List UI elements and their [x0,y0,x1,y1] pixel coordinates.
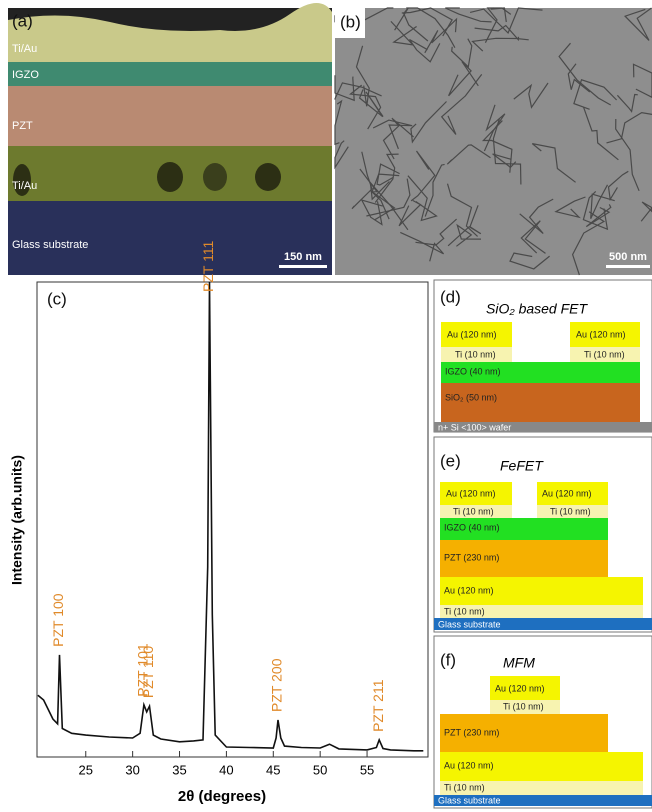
void [255,163,281,191]
x-tick-label: 40 [219,762,233,777]
panel-d: (d) SiO₂ based FET Au (120 nm) Ti (10 nm… [434,280,652,432]
x-tick-label: 50 [313,762,327,777]
layer-label: IGZO (40 nm) [445,366,501,376]
scale-bar [606,265,650,268]
x-tick-label: 35 [172,762,186,777]
void [203,163,227,191]
peak-label: PZT 211 [370,679,386,732]
layer-label: IGZO (40 nm) [444,522,500,532]
panel-label: (b) [340,12,361,31]
layer-label: Ti/Au [12,43,37,55]
void [157,162,183,192]
layer-label: Glass substrate [438,795,501,805]
xrd-chart: (c) 2θ (degrees) Intensity (arb.units) 2… [9,240,428,805]
layer-label: Au (120 nm) [446,488,496,498]
panel-label: (c) [47,289,67,308]
layer-label: n+ Si <100> wafer [438,422,511,432]
panel-title: MFM [503,655,535,671]
layer-label: Ti/Au [12,180,37,192]
panel-label: (e) [440,451,461,470]
layer [8,86,332,146]
layer-label: PZT (230 nm) [444,727,499,737]
layer-label: Ti (10 nm) [453,506,494,516]
layer-label: Ti (10 nm) [584,349,625,359]
x-tick-label: 25 [79,762,93,777]
layer [441,383,640,422]
panel-label: (d) [440,287,461,306]
layer-label: Au (120 nm) [495,683,545,693]
layer-label: Ti (10 nm) [455,349,496,359]
x-tick-label: 55 [360,762,374,777]
panel-b: (b) 500 nm [335,8,652,275]
peak-label: PZT 110 [140,646,156,699]
peak-label: PZT 100 [50,593,66,647]
x-tick-label: 45 [266,762,280,777]
scale-bar-label: 500 nm [609,251,647,263]
peak-label: PZT 200 [269,658,285,712]
layer-label: IGZO [12,69,39,81]
layer-label: Ti (10 nm) [503,701,544,711]
layer-label: Au (120 nm) [444,585,494,595]
panel-title: SiO₂ based FET [486,301,588,317]
scale-bar-label: 150 nm [284,251,322,263]
x-tick-label: 30 [125,762,139,777]
panel-label: (a) [12,11,33,30]
layer-label: PZT [12,120,33,132]
layer-label: Au (120 nm) [444,760,494,770]
figure: (a) Ti/Au IGZO PZT Ti/Au Glass substrate… [0,0,652,812]
panel-e: (e) FeFET Au (120 nm) Ti (10 nm) Au (120… [434,437,652,632]
layer-label: Glass substrate [12,239,88,251]
layer-label: Ti (10 nm) [444,782,485,792]
panel-label: (f) [440,650,456,669]
peak-label: PZT 111 [200,240,216,292]
layer-label: Au (120 nm) [447,329,497,339]
layer [8,62,332,86]
y-axis-label: Intensity (arb.units) [9,455,25,585]
layer-label: Au (120 nm) [576,329,626,339]
layer-label: Glass substrate [438,619,501,629]
layer-label: Ti (10 nm) [550,506,591,516]
panel-a: (a) Ti/Au IGZO PZT Ti/Au Glass substrate… [8,3,332,275]
panel-f: (f) MFM Au (120 nm) Ti (10 nm) PZT (230 … [434,636,652,808]
layer-label: Au (120 nm) [542,488,592,498]
scale-bar [279,265,327,268]
layer-label: PZT (230 nm) [444,552,499,562]
layer-label: Ti (10 nm) [444,606,485,616]
x-axis-label: 2θ (degrees) [178,788,266,805]
panel-title: FeFET [500,458,544,474]
layer-label: SiO₂ (50 nm) [445,392,497,402]
